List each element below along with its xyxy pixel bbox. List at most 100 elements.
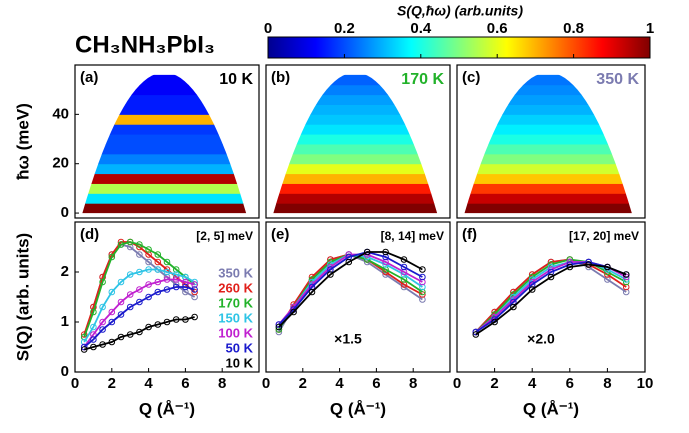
heatmap-cell xyxy=(464,163,632,175)
data-point xyxy=(622,283,630,291)
data-point xyxy=(117,278,125,286)
heatmap-cell xyxy=(464,143,632,155)
data-point xyxy=(191,293,198,301)
x-tick-label: 6 xyxy=(181,375,189,392)
data-point xyxy=(604,276,611,283)
panel-label: (e) xyxy=(271,226,289,243)
data-point xyxy=(108,288,116,296)
data-point xyxy=(90,323,97,331)
panel xyxy=(456,221,646,373)
data-point xyxy=(154,288,162,296)
heatmap-cell xyxy=(82,193,247,204)
panel-annotation: [17, 20] meV xyxy=(569,229,639,243)
panel-frame xyxy=(265,64,451,219)
x-tick-label: 2 xyxy=(108,375,116,392)
heatmap-cell xyxy=(82,203,247,214)
data-point xyxy=(154,321,162,328)
heatmap-cell xyxy=(464,124,632,135)
panel-label: (f) xyxy=(462,226,477,243)
y-tick-label: 1 xyxy=(61,313,69,330)
panel-annotation: [2, 5] meV xyxy=(196,229,253,243)
data-point xyxy=(327,266,334,273)
panel-label: (d) xyxy=(80,226,99,243)
panel-annotation: 10 K xyxy=(219,71,253,88)
data-point xyxy=(80,346,88,353)
data-point xyxy=(275,323,283,331)
data-point xyxy=(163,276,171,283)
data-point xyxy=(90,343,97,351)
data-point xyxy=(308,288,316,296)
data-point xyxy=(145,246,152,253)
x-tick-label: 8 xyxy=(603,375,611,392)
data-point xyxy=(136,298,143,306)
x-tick-label: 0 xyxy=(262,375,270,392)
data-point xyxy=(145,293,152,301)
colorbar-tick-label: 0 xyxy=(264,20,272,37)
panel-frame xyxy=(265,221,451,373)
data-point xyxy=(126,303,134,311)
data-point xyxy=(126,271,134,278)
panel-annotation: 350 K xyxy=(596,71,639,88)
x-tick-label: 6 xyxy=(566,375,574,392)
data-point xyxy=(172,276,180,283)
y-tick-label: 0 xyxy=(61,204,69,221)
data-point xyxy=(400,263,408,271)
data-point xyxy=(182,288,189,296)
series-line xyxy=(83,278,195,348)
heatmap-cell xyxy=(464,193,632,204)
data-point xyxy=(345,253,353,261)
scale-note: ×1.5 xyxy=(334,331,362,347)
data-point xyxy=(382,253,389,261)
heatmap-cell xyxy=(82,153,247,165)
data-point xyxy=(136,251,143,258)
series-line xyxy=(83,286,195,348)
colorbar-tick-label: 0.6 xyxy=(487,20,508,37)
x-axis-label: Q (Å⁻¹) xyxy=(330,399,386,418)
colorbar-tick-label: 0.4 xyxy=(410,20,432,37)
heatmap-cell xyxy=(464,114,632,125)
heatmap-cell xyxy=(464,153,632,165)
series-line xyxy=(83,316,195,351)
heatmap-cell xyxy=(273,143,438,155)
data-point xyxy=(108,253,116,261)
data-point xyxy=(163,268,171,276)
data-point xyxy=(382,258,389,266)
data-point xyxy=(145,258,152,266)
data-point xyxy=(400,276,408,283)
data-point xyxy=(99,326,106,333)
colorbar-tick-label: 1 xyxy=(646,20,654,37)
data-point xyxy=(172,316,180,323)
data-point xyxy=(419,283,426,291)
data-point xyxy=(566,263,574,271)
data-point xyxy=(400,281,408,288)
data-point xyxy=(308,283,316,291)
data-point xyxy=(154,258,162,266)
x-tick-label: 0 xyxy=(453,375,461,392)
data-point xyxy=(547,273,555,281)
data-point xyxy=(191,278,198,286)
scale-note: ×2.0 xyxy=(527,331,555,347)
panel-frame xyxy=(74,64,260,219)
legend-entry: 350 K xyxy=(218,265,253,280)
data-point xyxy=(510,303,517,311)
x-tick-label: 0 xyxy=(71,375,79,392)
data-point xyxy=(182,278,189,286)
series-line xyxy=(83,241,196,338)
panel xyxy=(74,64,260,219)
data-point xyxy=(547,268,555,276)
legend-entry: 170 K xyxy=(218,295,253,310)
legend-entry: 260 K xyxy=(218,280,253,295)
data-point xyxy=(99,278,106,286)
y-axis-label: ħω (meV) xyxy=(13,103,32,180)
series-line xyxy=(475,263,627,336)
data-point xyxy=(163,318,171,326)
data-point xyxy=(419,266,426,273)
data-point xyxy=(136,328,143,336)
heatmap xyxy=(464,74,632,214)
data-point xyxy=(90,331,97,338)
data-point xyxy=(99,303,106,311)
data-point xyxy=(99,341,106,348)
panel xyxy=(265,64,451,219)
data-point xyxy=(363,248,371,256)
